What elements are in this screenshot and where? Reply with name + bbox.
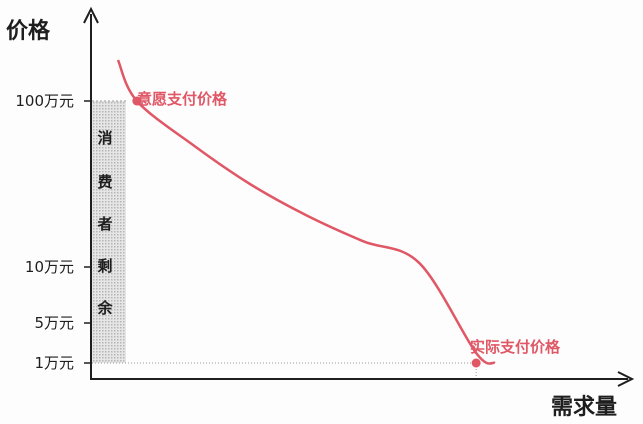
y-axis-title: 价格: [6, 18, 51, 44]
price-point-0: [132, 96, 142, 106]
y-tick-label-1: 10万元: [25, 258, 74, 276]
price-point-label-1: 实际支付价格: [470, 338, 561, 356]
y-axis-arrow: [83, 6, 99, 24]
consumer-surplus-band: [92, 101, 126, 363]
price-point-label-0: 意愿支付价格: [137, 90, 228, 108]
demand-curve: [116, 59, 496, 365]
x-axis-title: 需求量: [551, 395, 617, 420]
surplus-char-2: 者: [97, 215, 112, 233]
y-ticks: 100万元 10万元 5万元 1万元: [15, 92, 91, 372]
price-point-1: [471, 358, 481, 368]
surplus-char-4: 余: [96, 299, 113, 317]
y-tick-label-0: 100万元: [15, 92, 74, 110]
y-tick-label-3: 1万元: [34, 354, 74, 372]
surplus-char-3: 剩: [97, 257, 112, 275]
surplus-char-1: 费: [97, 173, 112, 191]
surplus-char-0: 消: [97, 129, 112, 147]
y-tick-label-2: 5万元: [34, 314, 74, 332]
x-axis-arrow: [617, 371, 635, 387]
